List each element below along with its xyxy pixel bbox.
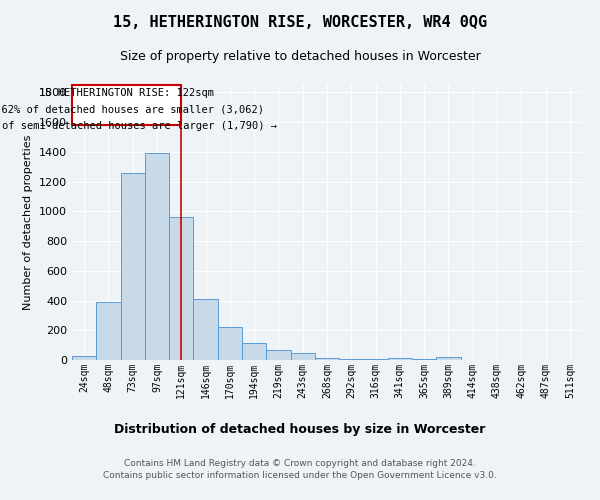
Text: 15 HETHERINGTON RISE: 122sqm: 15 HETHERINGTON RISE: 122sqm (39, 88, 214, 98)
Bar (72, 356, 96, 360)
Bar (218, 326, 242, 360)
Bar (145, 154, 169, 360)
Text: 15, HETHERINGTON RISE, WORCESTER, WR4 0QG: 15, HETHERINGTON RISE, WORCESTER, WR4 0Q… (113, 15, 487, 30)
Bar (315, 358, 339, 360)
Bar (436, 357, 461, 360)
Bar (388, 358, 412, 360)
Text: 37% of semi-detached houses are larger (1,790) →: 37% of semi-detached houses are larger (… (0, 120, 277, 130)
Bar (96, 302, 121, 360)
Bar (364, 359, 388, 360)
Text: Contains HM Land Registry data © Crown copyright and database right 2024.
Contai: Contains HM Land Registry data © Crown c… (103, 458, 497, 480)
Y-axis label: Number of detached properties: Number of detached properties (23, 135, 34, 310)
Bar (121, 172, 145, 360)
Bar (242, 343, 266, 360)
Bar (290, 352, 315, 360)
Text: Size of property relative to detached houses in Worcester: Size of property relative to detached ho… (119, 50, 481, 63)
Bar (193, 299, 218, 360)
Bar (339, 358, 364, 360)
Bar (266, 350, 290, 360)
Text: ← 62% of detached houses are smaller (3,062): ← 62% of detached houses are smaller (3,… (0, 104, 264, 114)
Bar (169, 218, 193, 360)
Text: Distribution of detached houses by size in Worcester: Distribution of detached houses by size … (115, 422, 485, 436)
